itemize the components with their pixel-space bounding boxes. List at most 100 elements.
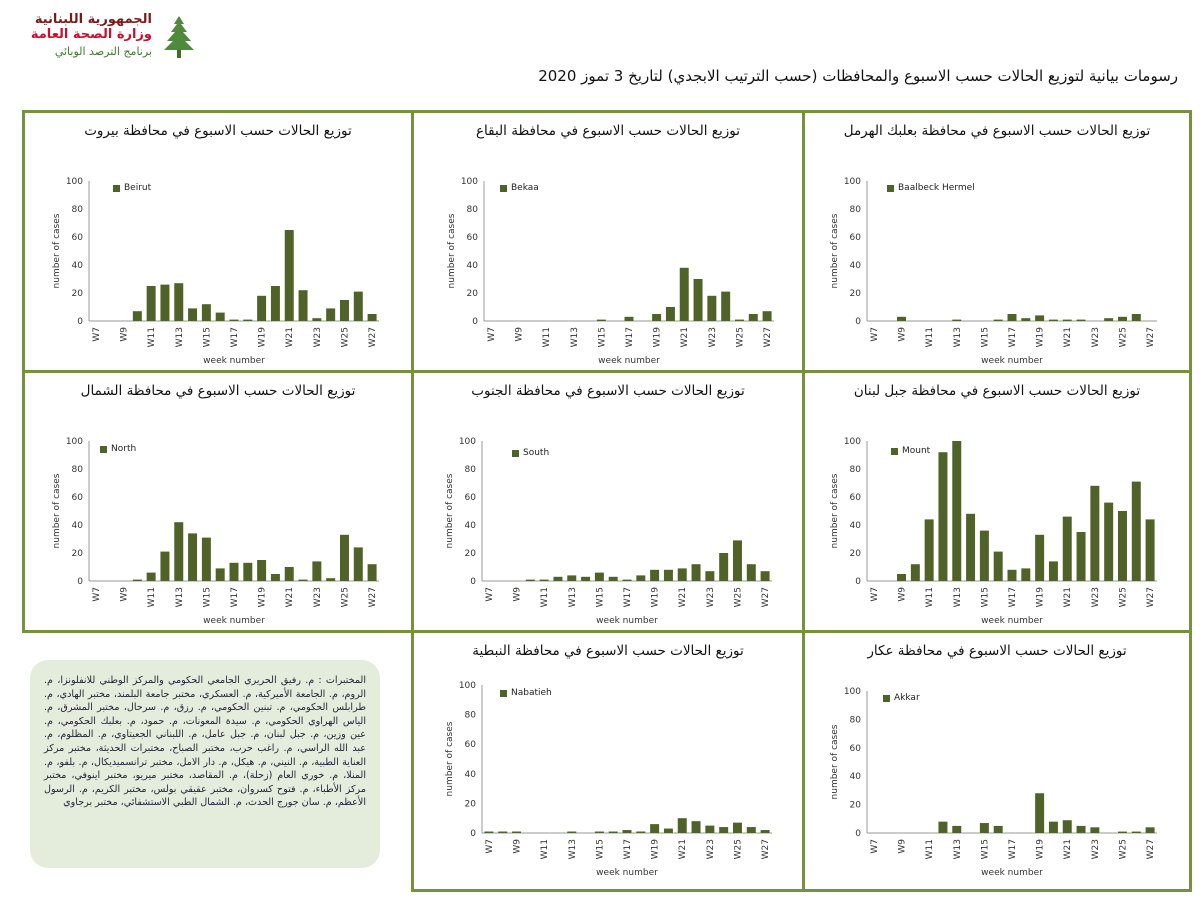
bar <box>1062 516 1072 581</box>
bar <box>353 291 363 321</box>
chart-legend: Mount <box>891 446 930 456</box>
bar <box>298 579 308 581</box>
bar <box>160 284 170 321</box>
bar <box>952 825 962 833</box>
y-tick-label: 80 <box>465 465 477 475</box>
x-tick-label: W21 <box>680 327 690 347</box>
bar <box>243 319 253 321</box>
x-tick-label: W7 <box>485 839 495 854</box>
chart-legend: South <box>512 448 549 458</box>
legend-swatch <box>887 184 894 192</box>
x-tick-label: W11 <box>147 327 157 347</box>
bar <box>624 316 634 321</box>
bar <box>188 308 198 321</box>
y-tick-label: 60 <box>72 233 84 243</box>
y-tick-label: 20 <box>72 549 84 559</box>
bar <box>1145 519 1155 581</box>
bar <box>636 575 646 581</box>
bar <box>979 823 989 833</box>
bar <box>762 311 772 321</box>
bar <box>650 824 660 833</box>
y-tick-label: 40 <box>465 770 477 780</box>
x-tick-label: W9 <box>898 587 908 602</box>
chart-legend: Nabatieh <box>500 688 552 698</box>
bar <box>979 530 989 581</box>
bar <box>1090 485 1100 581</box>
y-tick-label: 100 <box>459 437 476 447</box>
x-tick-label: W15 <box>202 587 212 607</box>
cedar-icon <box>164 16 194 58</box>
chart-title: توزيع الحالات حسب الاسبوع في محافظة الجن… <box>471 383 745 399</box>
bar <box>622 579 632 581</box>
chart-legend: North <box>100 444 136 454</box>
x-tick-label: W27 <box>761 587 771 607</box>
bar <box>1007 569 1017 581</box>
y-tick-label: 0 <box>855 829 861 839</box>
x-tick-label: W17 <box>1008 327 1018 347</box>
x-tick-label: W19 <box>258 327 268 348</box>
bar <box>748 314 758 321</box>
y-axis-title: number of cases <box>445 721 455 796</box>
y-tick-label: 60 <box>465 493 477 503</box>
y-tick-label: 60 <box>850 233 862 243</box>
x-tick-label: W15 <box>980 839 990 859</box>
bar <box>594 572 604 581</box>
y-tick-label: 20 <box>850 549 862 559</box>
x-tick-label: W11 <box>925 587 935 607</box>
bar-chart-svg: 0 20 40 60 80 100 W7 W9 W11 W13 W15 W17 W19 W21 W23 W25… <box>830 177 1157 366</box>
bar <box>174 283 184 321</box>
bar-chart-svg: 0 20 40 60 80 100 W7 W9 W11 W13 W15 W17 W19 W21 W23 W25… <box>830 687 1157 878</box>
x-tick-label: W19 <box>651 839 661 860</box>
chart-panel-south: توزيع الحالات حسب الاسبوع في محافظة الجن… <box>411 370 805 633</box>
x-tick-label: W11 <box>540 839 550 859</box>
x-tick-label: W13 <box>953 327 963 347</box>
bar <box>1035 793 1045 833</box>
bar <box>1062 319 1072 321</box>
x-tick-label: W15 <box>980 327 990 347</box>
x-tick-label: W9 <box>513 839 523 854</box>
x-tick-label: W13 <box>953 839 963 859</box>
bar <box>705 571 715 581</box>
x-tick-label: W23 <box>1091 587 1101 607</box>
x-axis-title: week number <box>598 356 660 366</box>
x-tick-label: W27 <box>1146 327 1156 347</box>
bar <box>367 564 377 581</box>
bar <box>484 831 494 833</box>
chart-title: توزيع الحالات حسب الاسبوع في محافظة عكار <box>867 643 1127 659</box>
bar <box>721 291 731 321</box>
y-tick-label: 80 <box>72 205 84 215</box>
bar <box>897 316 907 321</box>
chart-panel-nabatieh: توزيع الحالات حسب الاسبوع في محافظة النب… <box>411 630 805 892</box>
bar <box>284 567 294 581</box>
y-tick-label: 100 <box>844 437 861 447</box>
laboratories-note: المختبرات : م. رفيق الحريري الجامعي الحك… <box>30 660 380 868</box>
y-tick-label: 100 <box>66 177 83 187</box>
x-tick-label: W17 <box>623 839 633 859</box>
bar <box>993 825 1003 833</box>
x-tick-label: W15 <box>597 327 607 347</box>
x-tick-label: W11 <box>542 327 552 347</box>
bar <box>539 579 549 581</box>
chart-title: توزيع الحالات حسب الاسبوع في محافظة بيرو… <box>84 123 352 139</box>
x-tick-label: W27 <box>368 327 378 347</box>
x-tick-label: W21 <box>1063 839 1073 859</box>
y-tick-label: 20 <box>465 799 477 809</box>
bar <box>663 569 673 581</box>
x-tick-label: W25 <box>1118 839 1128 859</box>
x-tick-label: W23 <box>313 587 323 607</box>
logo-line-ministry: وزارة الصحة العامة <box>30 27 152 42</box>
bar <box>705 825 715 833</box>
bar <box>229 319 239 321</box>
bar <box>146 572 156 581</box>
x-tick-label: W21 <box>1063 327 1073 347</box>
bar <box>910 564 920 581</box>
legend-swatch <box>100 445 107 453</box>
page-title: رسومات بيانية لتوزيع الحالات حسب الاسبوع… <box>538 67 1178 85</box>
x-tick-label: W17 <box>625 327 635 347</box>
x-tick-label: W13 <box>175 587 185 607</box>
bar <box>677 568 687 581</box>
bar <box>1131 314 1141 321</box>
legend-swatch <box>500 689 507 697</box>
bar <box>553 576 563 581</box>
y-tick-label: 80 <box>850 715 862 725</box>
